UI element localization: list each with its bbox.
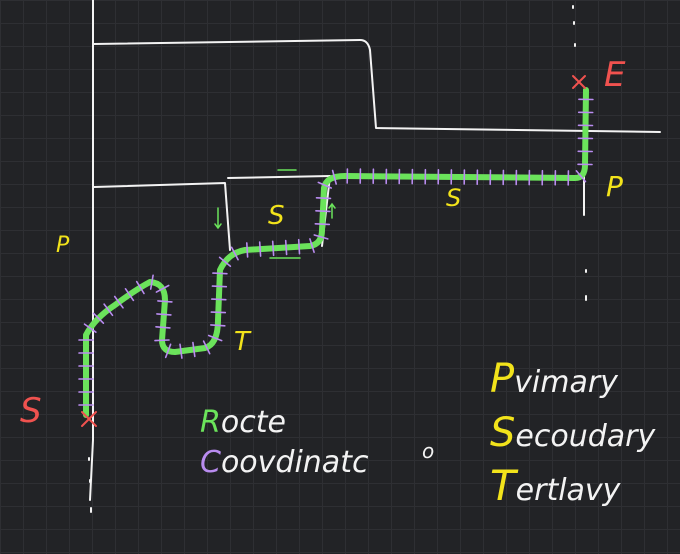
coordinate-tick [155,284,170,293]
route-line [83,87,589,418]
dotted-continuations [88,5,587,513]
coordinate-tick [164,343,172,359]
coordinate-tick [258,241,262,257]
coordinate-tick [113,295,124,309]
legend-tertiary: Tertlavy [490,461,622,510]
legend-tertiary-rest: ertlavy [516,473,622,508]
coordinate-tick [155,325,171,329]
coordinate-tick [314,223,331,226]
legend-coord-tail: o [422,439,434,463]
coordinate-tick [211,298,227,301]
coordinate-tick [124,287,135,302]
primary-label-right: P [606,170,623,203]
flow-arrows [214,169,336,259]
legend-primary-initial: P [490,356,515,402]
legend-secondary-rest: ecoudary [515,419,656,454]
coordinate-tick [210,324,226,327]
tertiary-label: T [234,327,252,357]
legend-route-rest: octe [221,405,286,440]
secondary-label-b: S [446,184,461,212]
coordinate-tick [309,238,315,253]
start-label: S [20,391,42,431]
coordinate-tick [157,300,173,303]
coordinate-tick [317,181,333,189]
legend-secondary: Secoudary [490,410,656,456]
coordinate-tick [246,242,249,258]
coordinate-tick [218,256,232,268]
coordinate-tick [92,312,105,325]
coordinate-tick [315,210,331,213]
coordinate-tick [192,341,196,358]
legend-primary-rest: vimary [514,365,619,400]
coordinate-tick [207,334,223,342]
coordinate-tick [331,169,338,185]
end-label: E [604,55,626,95]
legend-coord-initial: C [200,445,221,480]
coordinate-tick [154,339,170,342]
coordinate-tick [83,323,97,334]
coordinate-tick [313,234,329,240]
primary-label-left: P [56,233,70,258]
start-marker [81,411,97,427]
legend-coord-rest: oovdinatc [221,445,369,480]
legend-tertiary-initial: T [490,461,519,510]
legend-secondary-initial: S [490,410,515,456]
coordinate-tick [156,313,172,316]
coordinate-tick [230,246,239,261]
road-upper-block [93,39,661,133]
coordinate-tick [211,285,228,288]
secondary-label-a: S [268,201,285,231]
route-coordinate-ticks [78,98,594,406]
legend-route-coordinate: Rocte Coovdinatc o [200,405,434,480]
legend-road-types: Pvimary Secoudary Tertlavy [490,356,656,510]
coordinate-tick [575,170,587,183]
coordinate-tick [135,280,145,295]
legend-route-initial: R [200,405,221,440]
coordinate-tick [284,239,288,256]
coordinate-tick [315,197,332,200]
legend-coordinate: Coovdinatc [200,445,369,480]
primary-road-left [89,0,94,501]
coordinate-tick [271,240,275,257]
coordinate-tick [149,274,154,290]
coordinate-tick [179,343,183,359]
coordinate-tick [210,311,227,314]
end-marker [572,75,586,89]
coordinate-tick [212,272,228,275]
coordinate-tick [297,238,301,255]
coordinate-tick [202,340,211,355]
road-secondary-lower [93,182,231,251]
legend-primary: Pvimary [490,356,619,402]
coordinate-tick [103,303,114,317]
legend-route: Rocte [200,405,286,440]
